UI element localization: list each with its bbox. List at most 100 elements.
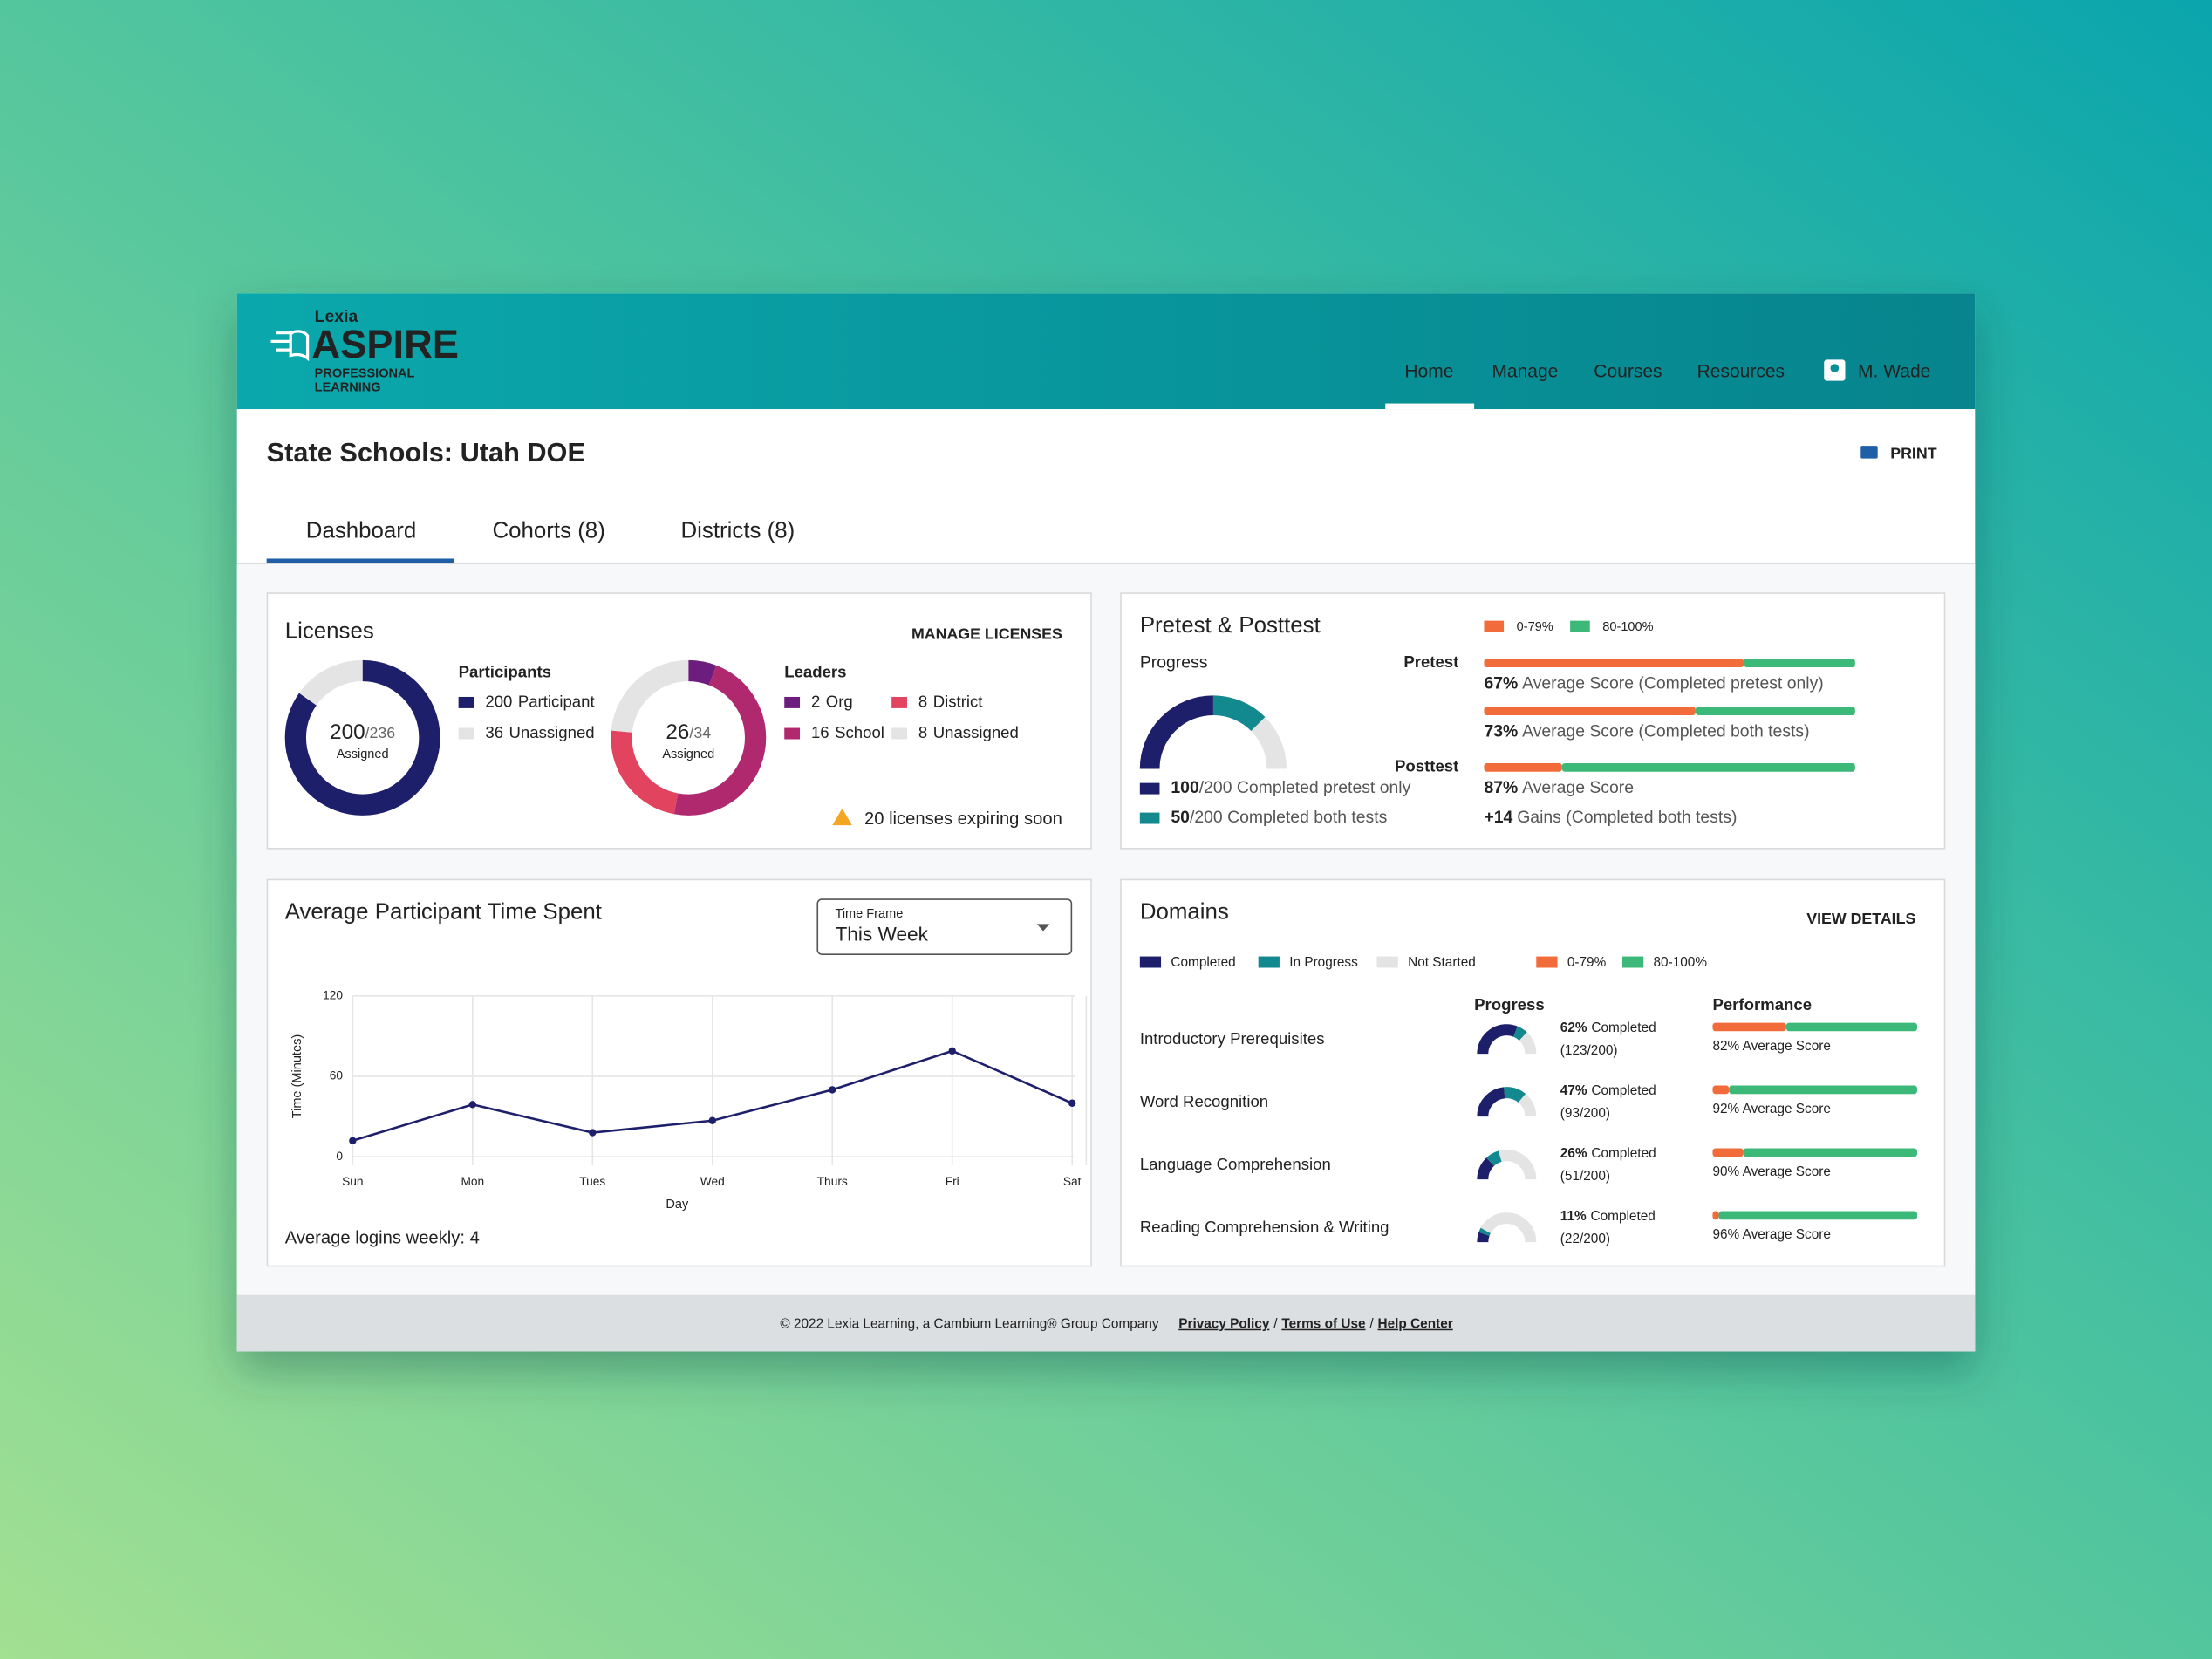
legend-heading: Participants <box>459 662 551 680</box>
brand-product: ASPIRE <box>311 322 459 366</box>
line-point <box>1068 1099 1076 1107</box>
completion-label: 62% Completed <box>1560 1021 1656 1035</box>
assigned-count: 200 <box>330 720 365 744</box>
completion-status: Completed <box>1591 1021 1656 1035</box>
tab[interactable]: Districts (8) <box>681 519 795 543</box>
score-bar-high <box>1695 707 1855 715</box>
progress-text: /200 Completed both tests <box>1190 808 1387 827</box>
completion-label: 11% Completed <box>1560 1209 1656 1224</box>
score-bar-high <box>1744 659 1855 668</box>
legend-label: 16 School <box>811 723 884 741</box>
perf-score: 90% Average Score <box>1712 1164 1830 1179</box>
perf-score: 92% Average Score <box>1712 1102 1830 1116</box>
legend-swatch <box>1139 812 1160 824</box>
line-point <box>708 1116 716 1124</box>
score-text: Average Score (Completed pretest only) <box>1522 674 1824 693</box>
y-tick-label: 0 <box>336 1150 343 1163</box>
legend-swatch <box>1258 956 1280 968</box>
nav-link[interactable]: Home <box>1404 362 1453 382</box>
legend-label: 2 Org <box>811 692 853 710</box>
completion-detail: (93/200) <box>1560 1106 1610 1121</box>
donut-segment <box>611 659 767 816</box>
tab[interactable]: Dashboard <box>306 519 417 543</box>
legend-swatch <box>1621 956 1644 968</box>
footer-link[interactable]: Help Center <box>1378 1317 1453 1332</box>
legend-label: In Progress <box>1289 955 1358 970</box>
domain-link[interactable]: Introductory Prerequisites <box>1140 1029 1325 1048</box>
legend-swatch <box>784 696 801 708</box>
gains-text: Gains (Completed both tests) <box>1517 808 1737 827</box>
line-point <box>829 1086 836 1094</box>
perf-bar-high <box>1729 1085 1917 1095</box>
logo-icon <box>270 330 310 362</box>
score-bar-low <box>1484 707 1696 715</box>
x-tick-label: Fri <box>946 1175 959 1188</box>
legend-label: 8 District <box>918 692 983 710</box>
score-text: Average Score <box>1522 778 1634 797</box>
gauge-segment <box>1139 695 1214 769</box>
pretest-card <box>1120 592 1946 850</box>
nav-link[interactable]: Resources <box>1697 362 1785 382</box>
select-label: Time Frame <box>835 907 903 921</box>
nav-link[interactable]: Manage <box>1492 362 1558 382</box>
donut-center: 26/34 <box>666 720 711 744</box>
card-title: Licenses <box>285 618 374 643</box>
card-action[interactable]: VIEW DETAILS <box>1806 910 1915 927</box>
domains-card <box>1120 878 1946 1267</box>
top-bar <box>236 293 1976 410</box>
perf-bar-high <box>1743 1148 1917 1157</box>
completion-label: 26% Completed <box>1560 1146 1656 1161</box>
domain-link[interactable]: Reading Comprehension & Writing <box>1140 1218 1389 1236</box>
domain-link[interactable]: Language Comprehension <box>1140 1155 1331 1173</box>
nav-link[interactable]: Courses <box>1594 362 1662 382</box>
perf-bar-high <box>1785 1022 1917 1032</box>
score-label: 87% Average Score <box>1484 778 1634 797</box>
footer-link[interactable]: Terms of Use <box>1281 1317 1366 1332</box>
line-point <box>589 1129 597 1137</box>
perf-bar-low <box>1712 1148 1744 1157</box>
y-tick-label: 120 <box>323 988 343 1001</box>
card-action[interactable]: MANAGE LICENSES <box>911 625 1062 643</box>
warning-text: 20 licenses expiring soon <box>864 809 1062 829</box>
separator: / <box>1273 1317 1278 1332</box>
warning-icon <box>832 808 852 826</box>
line-point <box>349 1137 357 1144</box>
y-tick-label: 60 <box>330 1069 344 1082</box>
assigned-total: /34 <box>689 724 711 741</box>
user-name[interactable]: M. Wade <box>1858 362 1930 382</box>
timeframe-select[interactable] <box>816 898 1073 955</box>
completion-detail: (123/200) <box>1560 1043 1618 1058</box>
gauge-completed <box>1477 1024 1518 1055</box>
dropdown-caret <box>1036 924 1050 932</box>
assigned-count: 26 <box>666 720 689 744</box>
domain-link[interactable]: Word Recognition <box>1140 1092 1268 1110</box>
score-bar-low <box>1484 762 1562 772</box>
gauge-completed <box>1477 1087 1505 1117</box>
legend-count: 8 <box>918 723 927 741</box>
legend-swatch <box>1139 782 1160 795</box>
column-header: Progress <box>1474 995 1545 1014</box>
section-label: Progress <box>1140 652 1208 672</box>
legend-swatch <box>458 727 474 740</box>
footer-text: © 2022 Lexia Learning, a Cambium Learnin… <box>780 1317 1452 1332</box>
progress-text: /200 Completed pretest only <box>1199 778 1411 797</box>
progress-count: 50 <box>1171 808 1190 827</box>
x-tick-label: Mon <box>461 1175 484 1188</box>
select-value[interactable]: This Week <box>835 923 928 945</box>
legend-label: 0-79% <box>1567 955 1607 970</box>
legend-swatch <box>891 727 907 740</box>
donut-segment <box>284 659 440 816</box>
print-button[interactable]: PRINT <box>1890 444 1936 461</box>
test-name: Posttest <box>1395 757 1458 775</box>
logins-note: Average logins weekly: 4 <box>285 1228 480 1247</box>
column-header: Performance <box>1712 995 1812 1014</box>
tab[interactable]: Cohorts (8) <box>492 519 604 543</box>
footer-link[interactable]: Privacy Policy <box>1178 1317 1270 1332</box>
progress-count: 100 <box>1171 778 1198 797</box>
legend-count: 8 <box>918 692 927 710</box>
legend-text: Participant <box>518 692 596 710</box>
legend-heading: Leaders <box>784 662 846 680</box>
y-axis-label: Time (Minutes) <box>290 1034 304 1118</box>
tab-active-indicator <box>266 558 454 563</box>
